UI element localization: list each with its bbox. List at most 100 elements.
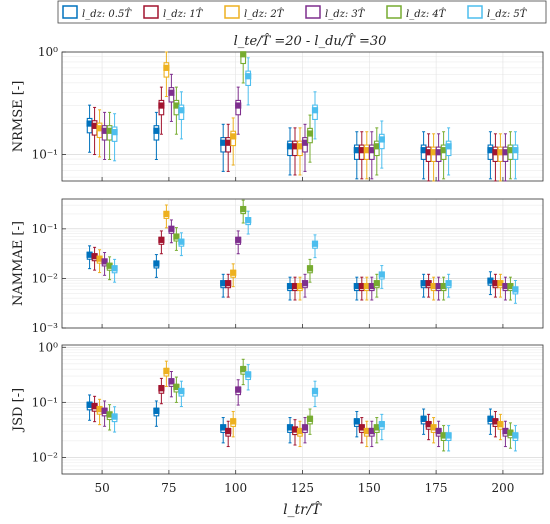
- box-group-75-s6: [178, 91, 185, 140]
- box-group-100-s1: [220, 273, 227, 298]
- box-group-150-s6: [378, 265, 385, 289]
- box-group-50-s5: [106, 404, 113, 431]
- box-group-200-s2: [492, 411, 499, 438]
- x-tick-label: 100: [224, 481, 247, 495]
- median-marker: [106, 411, 113, 418]
- box-group-75-s5: [173, 376, 180, 403]
- median-marker: [235, 386, 242, 393]
- median-marker: [163, 367, 170, 375]
- median-marker: [178, 238, 185, 245]
- median-marker: [158, 385, 165, 392]
- median-marker: [435, 149, 442, 156]
- median-marker: [425, 280, 432, 287]
- box-group-50-s3: [96, 249, 103, 274]
- panel-1: 10⁻¹ 10⁰ NRMSE [-]: [11, 45, 544, 182]
- legend-swatch: [386, 5, 402, 19]
- box-group-100-s4: [235, 86, 242, 135]
- median-marker: [497, 149, 504, 156]
- box-group-175-s4: [435, 133, 442, 182]
- box-group-75-s6: [178, 232, 185, 257]
- median-marker: [502, 149, 509, 156]
- box-group-125-s4: [301, 123, 309, 172]
- median-marker: [301, 424, 309, 431]
- box-group-150-s3: [363, 420, 370, 448]
- median-marker: [440, 147, 447, 154]
- box-group-100-s3: [230, 263, 237, 288]
- median-marker: [163, 210, 170, 218]
- box-group-125-s4: [301, 273, 309, 298]
- median-marker: [96, 125, 103, 132]
- box-group-175-s2: [425, 273, 432, 298]
- median-marker: [286, 283, 294, 290]
- median-marker: [430, 283, 437, 290]
- median-marker: [86, 401, 93, 408]
- median-marker: [111, 413, 118, 420]
- box-group-125-s5: [306, 408, 314, 435]
- median-marker: [91, 122, 98, 129]
- median-marker: [497, 280, 504, 287]
- median-marker: [497, 421, 504, 428]
- median-marker: [163, 64, 170, 71]
- box-group-75-s3: [163, 360, 170, 387]
- legend-swatch: [224, 5, 240, 19]
- median-marker: [291, 143, 299, 150]
- x-tick-label: 50: [94, 481, 109, 495]
- box-group-75-s2: [158, 377, 165, 405]
- box-group-125-s6: [311, 234, 319, 259]
- legend-label: l_dz: 1T̂: [163, 8, 204, 20]
- box-group-200-s2: [492, 133, 499, 182]
- median-marker: [220, 424, 227, 431]
- box-group-50-s1: [86, 394, 93, 421]
- median-marker: [245, 217, 252, 224]
- box-group-100-s5: [240, 51, 247, 84]
- x-tick-label: 125: [291, 481, 314, 495]
- legend-swatch: [305, 5, 321, 19]
- box-group-175-s1: [420, 273, 427, 298]
- box-group-125-s1: [286, 127, 294, 176]
- box-group-175-s5: [440, 276, 447, 301]
- legend-label: l_dz: 4T̂: [406, 8, 447, 20]
- box-group-175-s3: [430, 133, 437, 182]
- median-marker: [296, 428, 304, 435]
- box-group-175-s2: [425, 133, 432, 182]
- box-group-175-s1: [420, 408, 427, 435]
- x-axis-label: l_tr/T̂: [283, 500, 323, 518]
- median-marker: [235, 102, 242, 109]
- legend-swatch: [143, 5, 159, 19]
- box-group-200-s1: [487, 408, 494, 435]
- median-marker: [363, 283, 370, 290]
- box-group-150-s5: [373, 273, 380, 298]
- box-group-125-s5: [306, 258, 314, 283]
- median-marker: [296, 283, 304, 290]
- median-marker: [173, 233, 180, 240]
- box-group-175-s5: [440, 425, 447, 452]
- box-group-150-s1: [353, 131, 360, 180]
- median-marker: [378, 271, 385, 278]
- box-group-75-s1: [153, 254, 160, 278]
- legend: l_dz: 0.5T̂ l_dz: 1T̂ l_dz: 2T̂ l_dz: 3T̂ l_…: [57, 0, 547, 24]
- box-group-125-s1: [286, 417, 294, 444]
- median-marker: [301, 280, 309, 287]
- box-group-125-s6: [311, 380, 319, 408]
- median-marker: [96, 406, 103, 413]
- box-group-175-s3: [430, 417, 437, 444]
- y-tick-label: 10⁰: [38, 45, 58, 59]
- median-marker: [286, 143, 294, 150]
- box-group-100-s3: [230, 117, 237, 166]
- box-group-175-s4: [435, 420, 442, 448]
- median-marker: [225, 280, 232, 287]
- box-group-150-s3: [363, 131, 370, 180]
- median-marker: [440, 432, 447, 439]
- panel-2: 10⁻³ 10⁻² 10⁻¹ NAMMAE [-]: [11, 198, 544, 335]
- box-group-200-s4: [502, 276, 509, 301]
- median-marker: [512, 432, 519, 439]
- box-group-100-s4: [235, 230, 242, 255]
- median-marker: [378, 136, 385, 143]
- median-marker: [178, 388, 185, 395]
- legend-label: l_dz: 2T̂: [244, 8, 285, 20]
- median-marker: [430, 424, 437, 431]
- box-group-150-s2: [358, 417, 365, 444]
- y-tick-label: 10⁻¹: [32, 222, 58, 236]
- median-marker: [173, 102, 180, 109]
- box-group-200-s5: [507, 131, 514, 180]
